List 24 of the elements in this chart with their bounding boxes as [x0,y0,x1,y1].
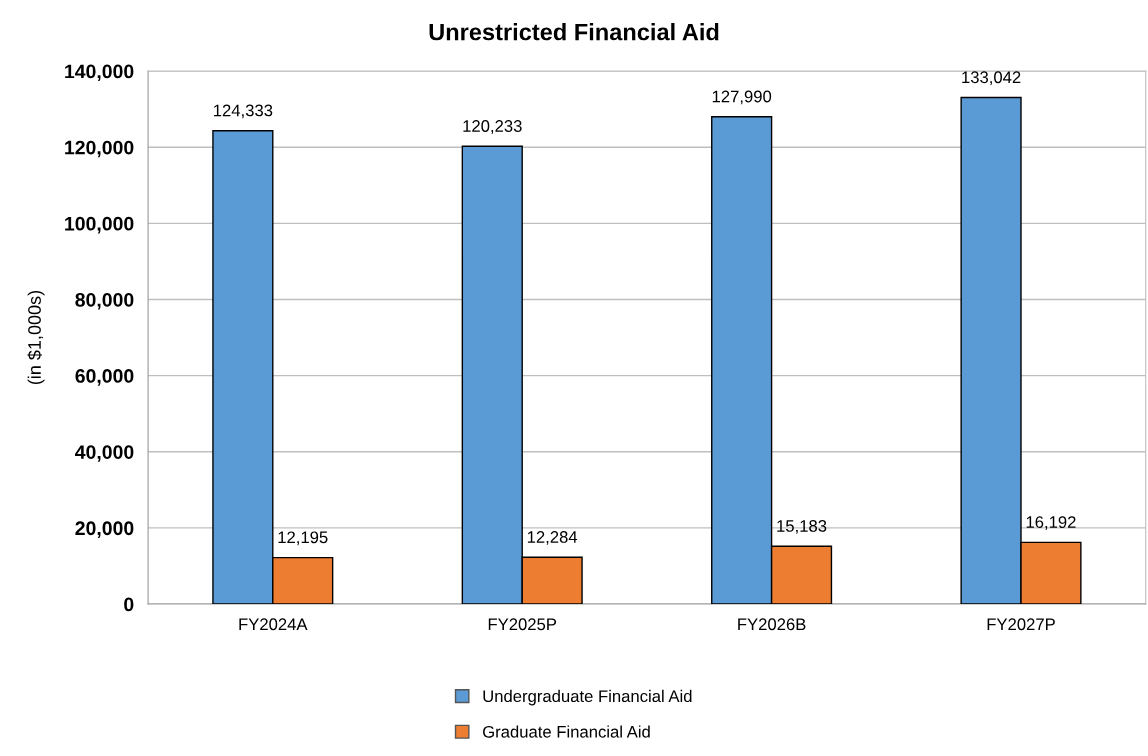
x-tick-label: FY2027P [987,618,1055,631]
y-tick-label: 80,000 [75,292,134,310]
x-tick-label: FY2025P [488,618,557,631]
legend-label: Graduate Financial Aid [483,725,650,738]
y-tick-label: 60,000 [75,369,134,386]
data-label: 127,990 [712,90,772,105]
y-tick-label: 0 [124,597,134,612]
x-tick-label: FY2026B [738,618,806,631]
legend-label: Undergraduate Financial Aid [483,689,692,706]
y-tick-label: 20,000 [75,521,134,538]
data-label: 133,042 [962,71,1021,86]
data-label: 15,183 [777,520,827,534]
y-tick-label: 100,000 [65,216,134,234]
y-tick-label: 140,000 [65,64,134,82]
data-label: 124,333 [214,104,273,119]
data-label: 120,233 [463,120,522,134]
data-label: 12,284 [527,531,578,545]
data-label: 16,192 [1026,516,1076,530]
x-tick-label: FY2024A [239,618,308,631]
chart-title: Unrestricted Financial Aid [429,23,719,41]
y-tick-label: 120,000 [65,140,134,158]
data-label: 12,195 [278,531,328,546]
y-tick-label: 40,000 [75,445,134,462]
y-axis-title: (in $1,000s) [27,291,45,385]
